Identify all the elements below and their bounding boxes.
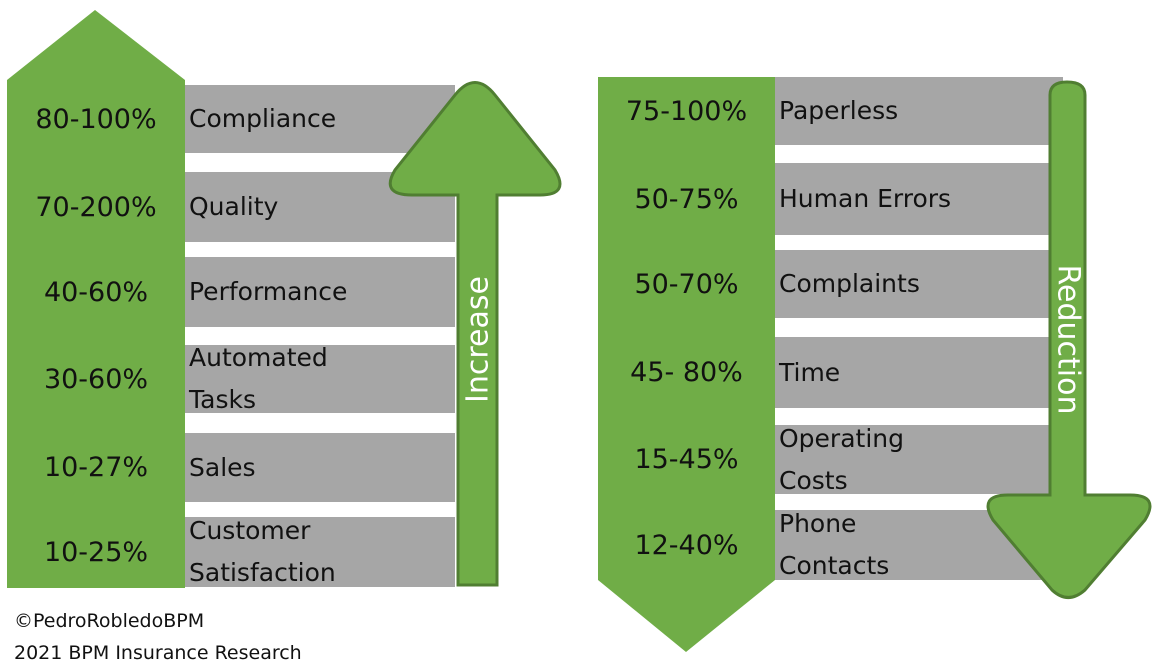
left-banner xyxy=(7,10,185,588)
range: 50-75% xyxy=(634,183,739,215)
right-banner xyxy=(598,77,775,652)
label: Sales xyxy=(189,452,256,482)
label: Quality xyxy=(189,192,279,221)
range: 70-200% xyxy=(35,191,157,223)
footer-text: 2021 BPM Insurance Research xyxy=(14,642,302,664)
reduction-arrow xyxy=(986,80,1152,599)
row-band xyxy=(775,250,1063,318)
label: Operating Costs xyxy=(779,423,904,495)
label: Automated Tasks xyxy=(189,343,328,414)
range: 45- 80% xyxy=(630,357,743,388)
label: Compliance xyxy=(189,104,337,133)
label: Time xyxy=(779,357,841,387)
range: 12-40% xyxy=(634,529,739,561)
label: Phone Contacts xyxy=(779,509,890,580)
row-band xyxy=(775,163,1063,235)
direction-label: Reduction xyxy=(1050,264,1086,415)
row-band xyxy=(185,433,455,502)
range: 40-60% xyxy=(43,276,149,308)
range: 15-45% xyxy=(634,444,739,475)
row-band xyxy=(185,345,455,413)
label: Human Errors xyxy=(779,184,952,213)
range: 50-70% xyxy=(634,268,739,300)
label: Customer Satisfaction xyxy=(189,516,336,587)
range: 10-27% xyxy=(43,452,149,483)
row-band xyxy=(775,77,1063,145)
row-band xyxy=(775,337,1063,408)
label: Complaints xyxy=(779,269,920,298)
row-band xyxy=(185,517,455,587)
range: 10-25% xyxy=(43,536,149,568)
range: 30-60% xyxy=(43,363,149,395)
row-band xyxy=(185,257,455,327)
footer-text: ©PedroRobledoBPM xyxy=(14,610,205,632)
range: 80-100% xyxy=(35,103,157,135)
row-band xyxy=(185,85,455,153)
label: Performance xyxy=(189,277,348,306)
row-band xyxy=(775,425,1063,494)
label: Paperless xyxy=(779,96,899,125)
range: 75-100% xyxy=(625,95,748,127)
direction-label: Increase xyxy=(460,276,496,403)
increase-arrow xyxy=(388,81,562,587)
